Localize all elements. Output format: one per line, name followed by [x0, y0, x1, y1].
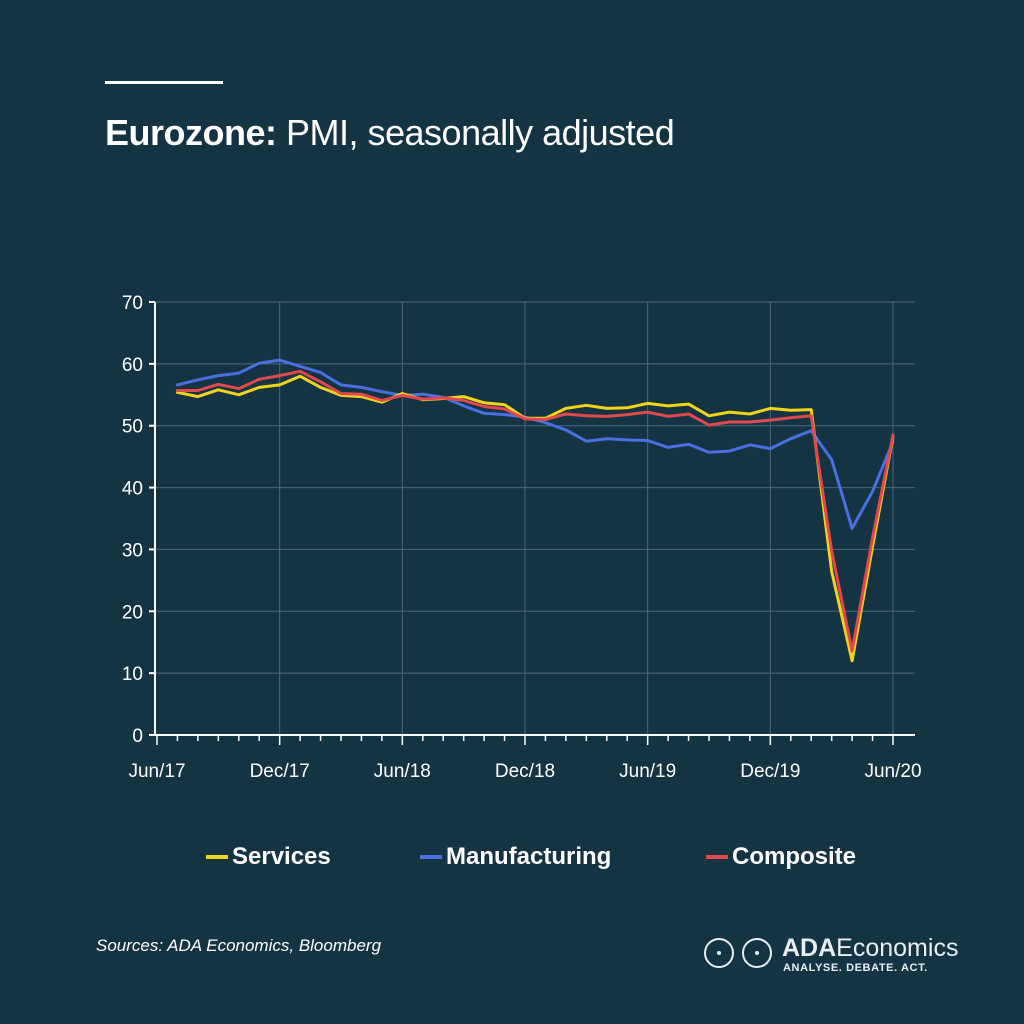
grid — [155, 301, 915, 735]
legend: Services Manufacturing Composite — [0, 843, 1024, 883]
title-rest: PMI, seasonally adjusted — [276, 112, 675, 153]
y-tick-label: 50 — [122, 417, 143, 438]
page-title: Eurozone: PMI, seasonally adjusted — [105, 112, 675, 154]
legend-label-services: Services — [232, 843, 331, 870]
title-bold: Eurozone: — [105, 112, 277, 153]
y-tick-label: 60 — [122, 355, 143, 376]
x-tick-label: Jun/18 — [374, 761, 431, 782]
y-tick-label: 70 — [122, 293, 143, 314]
ada-economics-logo: ADAEconomics ANALYSE. DEBATE. ACT. — [702, 934, 992, 974]
logo-name-rest: Economics — [836, 934, 959, 962]
legend-item-composite: Composite — [706, 843, 856, 871]
logo-tagline: ANALYSE. DEBATE. ACT. — [783, 962, 928, 974]
legend-item-services: Services — [206, 843, 331, 871]
y-tick-label: 0 — [132, 726, 143, 747]
x-tick-label: Jun/17 — [128, 761, 185, 782]
legend-swatch-manufacturing — [420, 855, 442, 859]
x-tick-label: Jun/19 — [619, 761, 676, 782]
y-tick-label: 40 — [122, 479, 143, 500]
series — [175, 358, 895, 663]
title-rule — [105, 81, 223, 84]
legend-swatch-composite — [706, 855, 728, 859]
sources-note: Sources: ADA Economics, Bloomberg — [96, 936, 382, 955]
x-tick-label: Dec/18 — [495, 761, 555, 782]
y-tick-label: 10 — [122, 664, 143, 685]
legend-label-composite: Composite — [732, 843, 857, 870]
logo-circle-icon — [742, 938, 772, 968]
series-line-composite — [175, 369, 895, 653]
logo-name: ADAEconomics — [782, 934, 958, 963]
x-tick-label: Dec/19 — [740, 761, 800, 782]
legend-item-manufacturing: Manufacturing — [420, 843, 611, 871]
y-tick-label: 20 — [122, 602, 143, 623]
x-tick-label: Jun/20 — [864, 761, 921, 782]
legend-label-manufacturing: Manufacturing — [446, 843, 612, 870]
logo-circle-icon — [704, 938, 734, 968]
x-tick-label: Dec/17 — [250, 761, 310, 782]
axes: 0 10 20 30 40 50 60 70 Jun/17 Dec/17 Jun/18 Dec/18 J… — [122, 293, 922, 782]
logo-name-bold: ADA — [782, 934, 837, 962]
y-tick-label: 30 — [122, 540, 143, 561]
series-line-manufacturing — [175, 358, 895, 530]
legend-swatch-services — [206, 855, 228, 859]
